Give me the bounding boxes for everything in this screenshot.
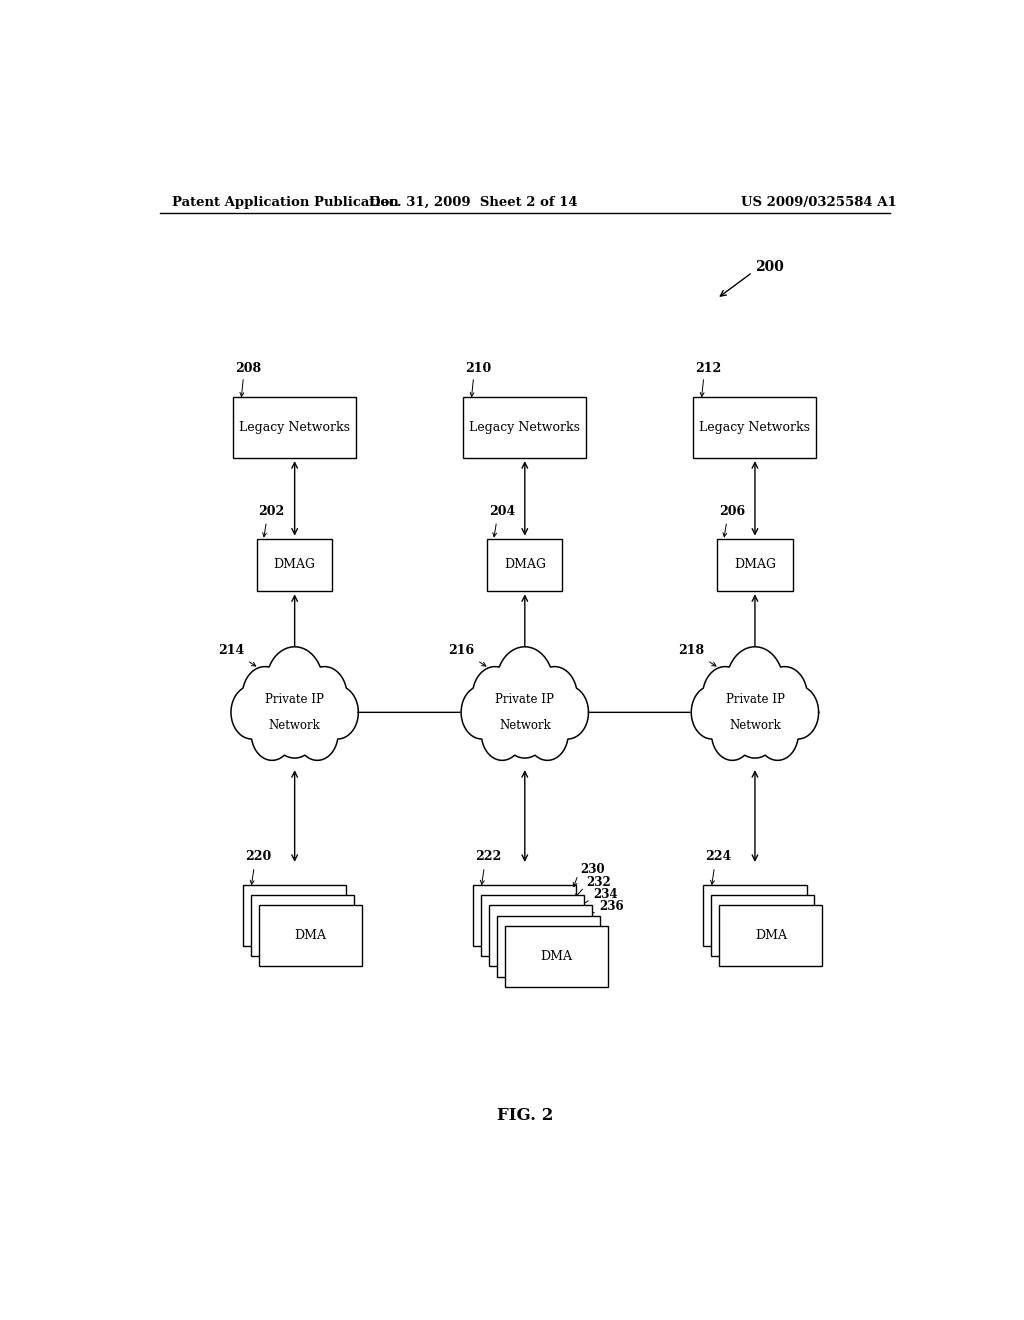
Text: 206: 206	[719, 506, 745, 519]
Bar	[259, 906, 362, 966]
Text: 222: 222	[475, 850, 501, 863]
Bar	[463, 397, 587, 458]
Bar	[251, 895, 354, 956]
Text: Network: Network	[268, 719, 321, 733]
Polygon shape	[231, 647, 358, 760]
Bar	[233, 397, 356, 458]
Bar	[712, 895, 814, 956]
Text: Dec. 31, 2009  Sheet 2 of 14: Dec. 31, 2009 Sheet 2 of 14	[369, 195, 578, 209]
Polygon shape	[461, 647, 589, 760]
Bar	[257, 539, 333, 591]
Text: Patent Application Publication: Patent Application Publication	[172, 195, 398, 209]
Text: 202: 202	[258, 506, 285, 519]
Text: 234: 234	[593, 888, 617, 900]
Bar	[487, 539, 562, 591]
Text: 216: 216	[449, 644, 474, 657]
Text: 214: 214	[218, 644, 244, 657]
Text: 232: 232	[587, 875, 611, 888]
Text: Network: Network	[729, 719, 781, 733]
Text: 218: 218	[678, 644, 705, 657]
Text: Private IP: Private IP	[265, 693, 324, 706]
Text: DMA: DMA	[755, 929, 786, 942]
Bar	[505, 925, 608, 987]
Text: Private IP: Private IP	[726, 693, 784, 706]
Text: DMA: DMA	[541, 950, 572, 962]
Text: US 2009/0325584 A1: US 2009/0325584 A1	[740, 195, 896, 209]
Bar	[243, 886, 346, 946]
Bar	[481, 895, 585, 956]
Text: 224: 224	[705, 850, 731, 863]
Text: 220: 220	[245, 850, 271, 863]
Text: 210: 210	[465, 362, 492, 375]
Bar	[473, 886, 577, 946]
Text: Legacy Networks: Legacy Networks	[469, 421, 581, 434]
Text: DMAG: DMAG	[504, 558, 546, 572]
Bar	[717, 539, 793, 591]
Bar	[719, 906, 822, 966]
Text: 230: 230	[581, 863, 605, 876]
Text: Legacy Networks: Legacy Networks	[240, 421, 350, 434]
Text: DMAG: DMAG	[734, 558, 776, 572]
Text: Legacy Networks: Legacy Networks	[699, 421, 810, 434]
Text: 236: 236	[599, 900, 624, 913]
Bar	[497, 916, 600, 977]
Text: 204: 204	[488, 506, 515, 519]
Bar	[703, 886, 807, 946]
Text: DMA: DMA	[295, 929, 327, 942]
Text: FIG. 2: FIG. 2	[497, 1107, 553, 1125]
Bar	[693, 397, 816, 458]
Text: Network: Network	[499, 719, 551, 733]
Text: Private IP: Private IP	[496, 693, 554, 706]
Bar	[489, 906, 592, 966]
Text: 208: 208	[234, 362, 261, 375]
Text: DMAG: DMAG	[273, 558, 315, 572]
Text: 200: 200	[755, 260, 783, 275]
Polygon shape	[691, 647, 818, 760]
Text: 212: 212	[695, 362, 721, 375]
